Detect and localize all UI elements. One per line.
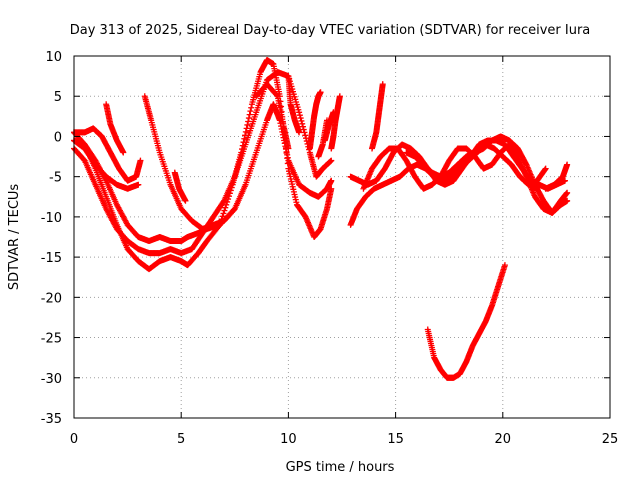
data-point <box>296 109 303 116</box>
data-point <box>135 181 142 188</box>
data-point <box>561 177 568 184</box>
x-tick-label: 15 <box>387 432 404 447</box>
y-tick-label: -30 <box>41 372 62 387</box>
data-point <box>248 104 255 111</box>
series-track-s <box>403 133 571 216</box>
x-tick-label: 25 <box>602 432 619 447</box>
chart-title: Day 313 of 2025, Sidereal Day-to-day VTE… <box>70 23 591 38</box>
data-point <box>245 115 252 122</box>
series-track-d <box>71 125 144 184</box>
x-tick-label: 20 <box>495 432 512 447</box>
series-track-k <box>306 89 324 152</box>
series-track-b <box>71 57 335 273</box>
data-point <box>328 177 335 184</box>
data-point <box>301 129 308 136</box>
data-point <box>220 210 227 217</box>
axis-ticks: 0 5 10 15 20 25 -35 -30 -25 -20 -15 -10 -5 0 5 10 <box>41 50 619 447</box>
y-tick-label: -35 <box>41 412 62 427</box>
series-track-h <box>171 169 189 204</box>
y-tick-label: -15 <box>41 251 62 266</box>
data-point <box>242 128 249 135</box>
data-point <box>296 112 303 119</box>
data-point <box>284 160 291 167</box>
data-point <box>219 213 226 220</box>
data-point <box>564 161 571 168</box>
series-track-m <box>328 93 343 152</box>
data-point <box>302 132 309 139</box>
series-track-u <box>534 165 549 184</box>
series-track-j <box>285 73 303 136</box>
data-point <box>328 157 335 164</box>
data-point <box>273 92 280 99</box>
data-point <box>246 111 253 118</box>
series-track-g <box>141 93 238 232</box>
data-point <box>231 206 238 213</box>
data-point <box>284 155 291 162</box>
data-point <box>298 117 305 124</box>
y-tick-label: -10 <box>41 211 62 226</box>
data-point <box>222 204 229 211</box>
data-markers <box>71 57 571 381</box>
data-point <box>182 197 189 204</box>
y-tick-label: 10 <box>45 50 62 65</box>
data-point <box>241 135 248 142</box>
data-point <box>328 185 335 192</box>
data-point <box>296 129 303 136</box>
series-track-e <box>103 101 127 156</box>
y-tick-label: -5 <box>49 171 62 186</box>
data-point <box>283 150 290 157</box>
data-point <box>317 89 324 96</box>
data-point <box>336 93 343 100</box>
series-track-r <box>360 141 571 216</box>
data-point <box>330 109 337 116</box>
y-tick-label: 5 <box>54 90 62 105</box>
x-tick-label: 5 <box>177 432 185 447</box>
y-tick-label: 0 <box>54 130 62 145</box>
x-tick-label: 0 <box>70 432 78 447</box>
data-point <box>542 165 549 172</box>
series-track-t <box>542 161 571 192</box>
data-point <box>303 135 310 142</box>
data-point <box>379 81 386 88</box>
series-track-i <box>253 81 292 152</box>
data-point <box>297 115 304 122</box>
series-track-f <box>71 137 142 192</box>
data-point <box>564 189 571 196</box>
data-point <box>245 118 252 125</box>
data-point <box>564 197 571 204</box>
data-point <box>300 126 307 133</box>
data-point <box>120 149 127 156</box>
data-point <box>244 121 251 128</box>
series-track-n <box>321 109 337 144</box>
data-point <box>137 157 144 164</box>
series-track-v <box>424 262 508 381</box>
data-point <box>299 120 306 127</box>
x-tick-label: 10 <box>280 432 297 447</box>
data-point <box>247 108 254 115</box>
y-axis-label: SDTVAR / TECUs <box>7 184 22 291</box>
y-tick-label: -25 <box>41 332 62 347</box>
y-tick-label: -20 <box>41 291 62 306</box>
series-track-o <box>369 81 386 152</box>
data-point <box>221 207 228 214</box>
x-axis-label: GPS time / hours <box>286 460 395 475</box>
data-point <box>299 123 306 130</box>
data-point <box>285 145 292 152</box>
data-point <box>231 205 238 212</box>
plot-frame <box>73 55 611 419</box>
data-point <box>501 262 508 269</box>
